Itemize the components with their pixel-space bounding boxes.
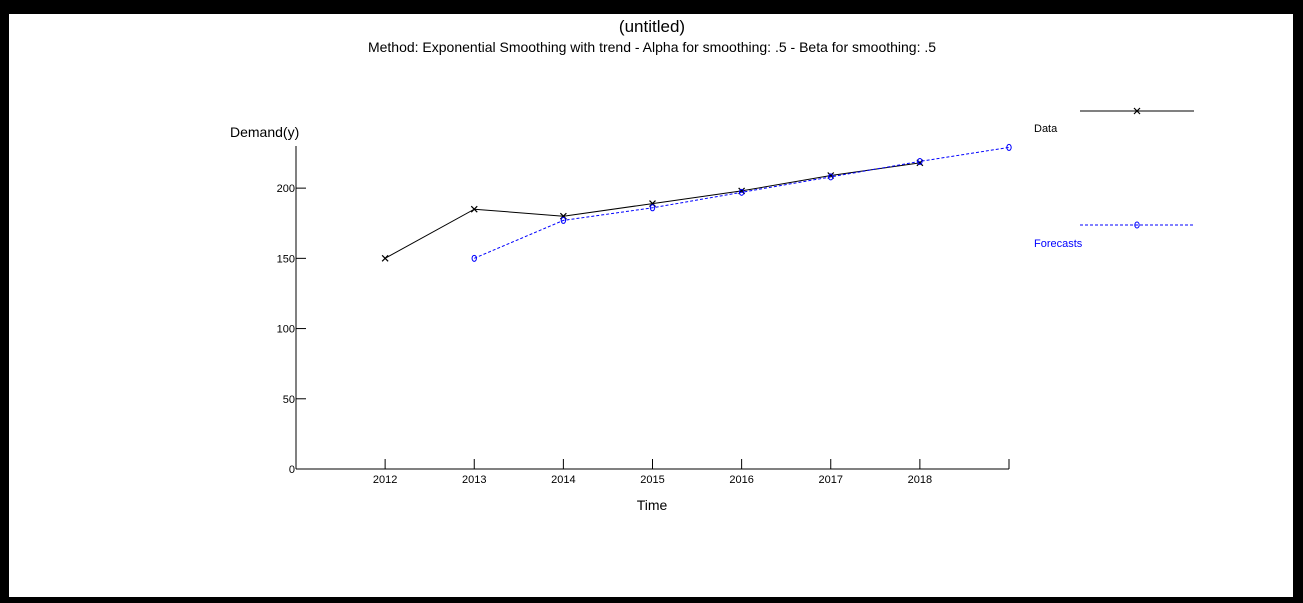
y-tick-label: 150	[277, 253, 295, 265]
y-tick-label: 100	[277, 324, 295, 336]
chart-panel: (untitled) Method: Exponential Smoothing…	[9, 14, 1293, 597]
legend-label-forecasts: Forecasts	[1034, 238, 1083, 250]
chart-subtitle: Method: Exponential Smoothing with trend…	[368, 39, 936, 55]
data-point-forecasts	[828, 173, 834, 181]
x-ticks: 2012 2013 2014 2015 2016 2017 2018	[373, 459, 932, 486]
data-point-data	[381, 254, 389, 262]
data-point-forecasts	[917, 157, 923, 165]
x-tick-label: 2016	[729, 474, 753, 486]
data-point-forecasts	[560, 216, 567, 224]
y-axis-label: Demand(y)	[230, 124, 299, 140]
y-tick-label: 200	[277, 183, 295, 195]
data-point-forecasts	[738, 188, 745, 196]
data-point-forecasts	[1006, 143, 1012, 151]
x-axis-label: Time	[637, 497, 668, 513]
data-point-forecasts	[649, 204, 656, 212]
legend-marker-data	[1133, 107, 1141, 115]
series-line-forecasts	[474, 146, 1010, 259]
x-tick-label: 2017	[819, 474, 843, 486]
legend-marker-forecasts	[1134, 221, 1140, 229]
series-layer	[381, 143, 1012, 262]
legend: Data Forecasts	[1034, 107, 1194, 250]
x-tick-label: 2014	[551, 474, 575, 486]
series-forecasts	[471, 143, 1012, 262]
legend-item-forecasts: Forecasts	[1034, 221, 1194, 250]
y-ticks: 0 50 100 150 200	[277, 183, 306, 476]
x-tick-label: 2015	[640, 474, 664, 486]
y-tick-label: 0	[289, 464, 295, 476]
x-tick-label: 2012	[373, 474, 397, 486]
x-tick-label: 2013	[462, 474, 486, 486]
data-point-forecasts	[471, 254, 477, 262]
x-tick-label: 2018	[908, 474, 932, 486]
legend-label-data: Data	[1034, 123, 1058, 135]
x-marker-stroke	[381, 254, 389, 262]
chart: (untitled) Method: Exponential Smoothing…	[230, 17, 1194, 513]
x-marker-stroke	[1133, 107, 1141, 115]
x-marker-stroke	[470, 205, 478, 213]
chart-title: (untitled)	[619, 17, 685, 36]
data-point-data	[470, 205, 478, 213]
y-tick-label: 50	[283, 394, 295, 406]
legend-item-data: Data	[1034, 107, 1194, 135]
axes	[295, 146, 1010, 470]
